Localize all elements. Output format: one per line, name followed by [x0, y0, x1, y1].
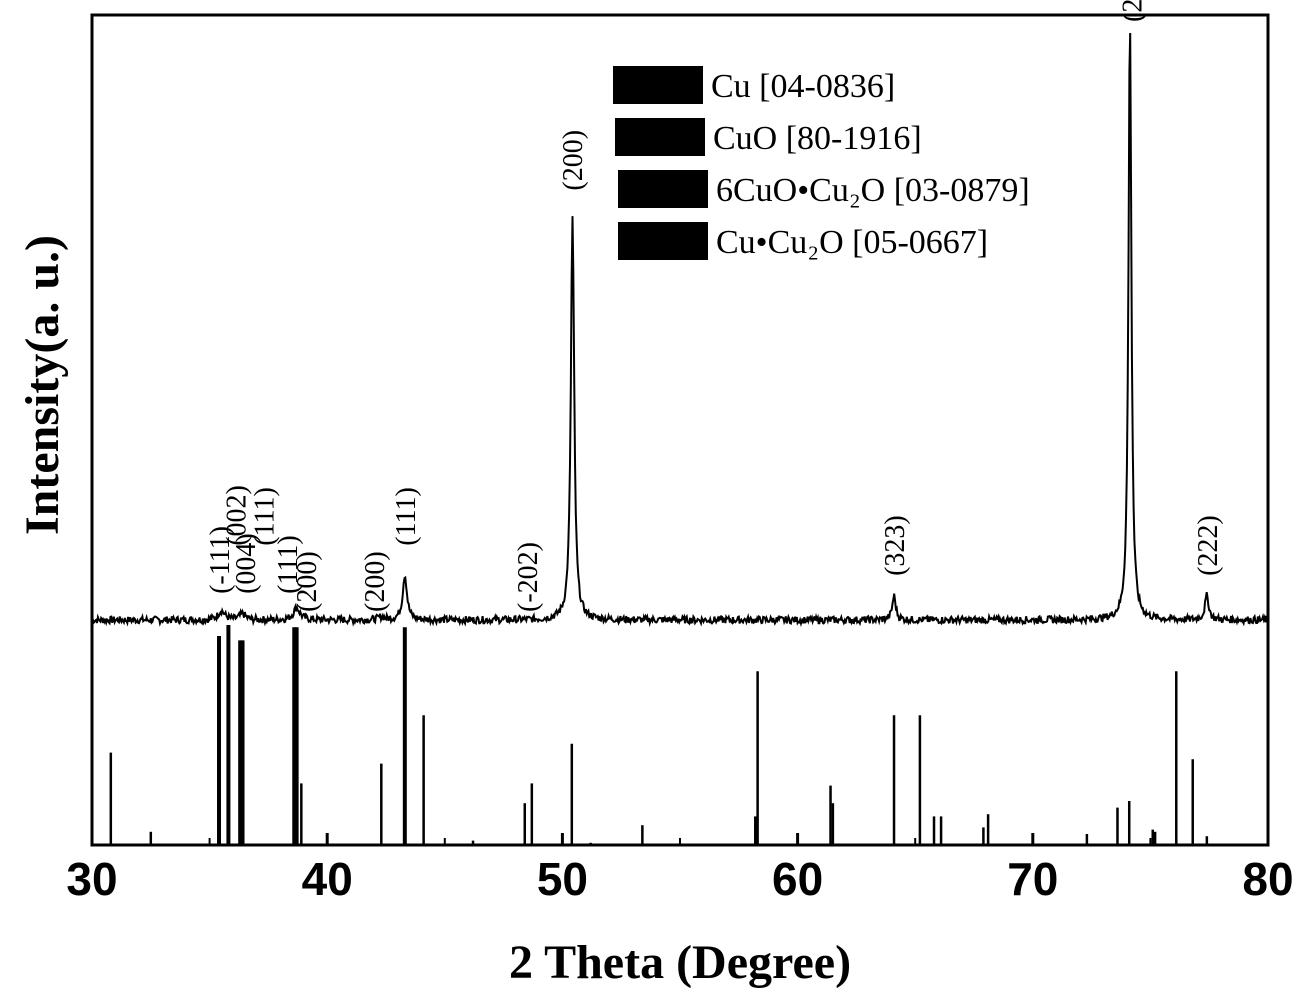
peak-label: (200)	[360, 551, 391, 612]
x-tick-label: 50	[537, 853, 588, 905]
legend: Cu [04-0836] CuO [80-1916] 6CuO•Cu₂O [03-0…	[613, 66, 1030, 261]
legend-swatch	[613, 66, 703, 104]
peak-label: (220)	[1118, 0, 1149, 22]
peak-label-group: (-111)(002)(004)(111)(111)(200) (200)(111…	[205, 0, 1224, 612]
x-axis-title: 2 Theta (Degree)	[509, 936, 851, 989]
x-axis-ticks: 30 40 50 60 70 80	[66, 833, 1294, 905]
peak-label: (111)	[250, 487, 281, 546]
xrd-pattern-line	[91, 32, 1269, 628]
peak-label: (-202)	[513, 542, 544, 612]
reference-line-group	[109, 625, 1209, 845]
peak-label: (200)	[292, 551, 323, 612]
x-tick-label: 40	[302, 853, 353, 905]
peak-label: (111)	[391, 487, 422, 546]
y-axis-title: Intensity(a. u.)	[16, 235, 69, 535]
legend-label: Cu•Cu₂O [05-0667]	[716, 224, 988, 261]
peak-label: (004)	[231, 533, 262, 594]
legend-swatch	[615, 118, 705, 156]
x-tick-label: 80	[1242, 853, 1293, 905]
peak-label: (222)	[1193, 515, 1224, 576]
peak-label: (002)	[222, 485, 253, 546]
legend-label: 6CuO•Cu₂O [03-0879]	[716, 172, 1030, 209]
peak-label: (-111)	[205, 526, 236, 594]
legend-swatch	[618, 222, 708, 260]
legend-swatch	[618, 170, 708, 208]
peak-label: (200)	[558, 130, 589, 191]
x-tick-label: 30	[66, 853, 117, 905]
legend-label: Cu [04-0836]	[711, 68, 895, 105]
peak-label: (111)	[273, 535, 304, 594]
legend-label: CuO [80-1916]	[713, 120, 922, 157]
x-tick-label: 70	[1007, 853, 1058, 905]
x-tick-label: 60	[772, 853, 823, 905]
peak-label: (323)	[880, 515, 911, 576]
